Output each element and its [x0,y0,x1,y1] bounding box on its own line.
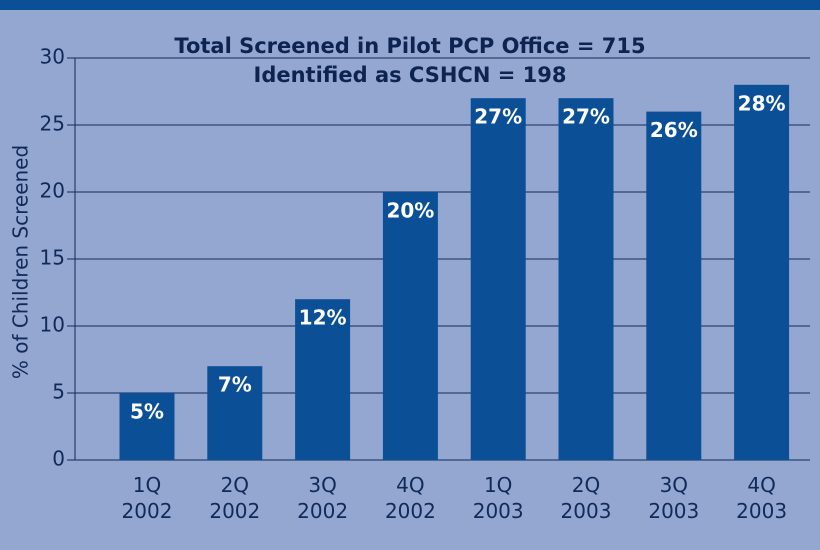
value-label: 27% [562,105,610,129]
y-tick-label: 0 [52,447,65,471]
header-band [0,0,820,10]
x-tick-label: 2Q 2003 [560,473,612,523]
bar [207,366,263,460]
x-tick-label: 3Q 2003 [648,473,700,523]
x-tick-label: 4Q 2003 [736,473,788,523]
bar [734,84,790,461]
bar [295,299,351,460]
value-label: 7% [218,373,252,397]
y-tick-label: 20 [40,179,65,203]
bar [646,111,702,460]
bar [558,98,614,460]
x-tick-label: 4Q 2002 [384,473,436,523]
y-axis-label: % of Children Screened [9,145,33,379]
value-label: 12% [299,306,347,330]
value-label: 28% [738,91,786,115]
y-tick-label: 30 [40,45,65,69]
y-tick-label: 5 [52,380,65,404]
annotation: Identified as CSHCN = 198 [254,63,567,87]
value-label: 5% [130,400,164,424]
bar [470,98,526,460]
y-tick-label: 25 [40,112,65,136]
x-tick-label: 1Q 2003 [472,473,524,523]
bar [382,192,438,460]
x-tick-label: 3Q 2002 [297,473,349,523]
x-tick-label: 2Q 2002 [209,473,261,523]
y-tick-label: 15 [40,246,65,270]
value-label: 27% [474,105,522,129]
value-label: 26% [650,118,698,142]
value-label: 20% [386,199,434,223]
y-tick-label: 10 [40,313,65,337]
bar [119,393,175,460]
annotation: Total Screened in Pilot PCP Office = 715 [174,34,645,58]
x-tick-label: 1Q 2002 [121,473,173,523]
